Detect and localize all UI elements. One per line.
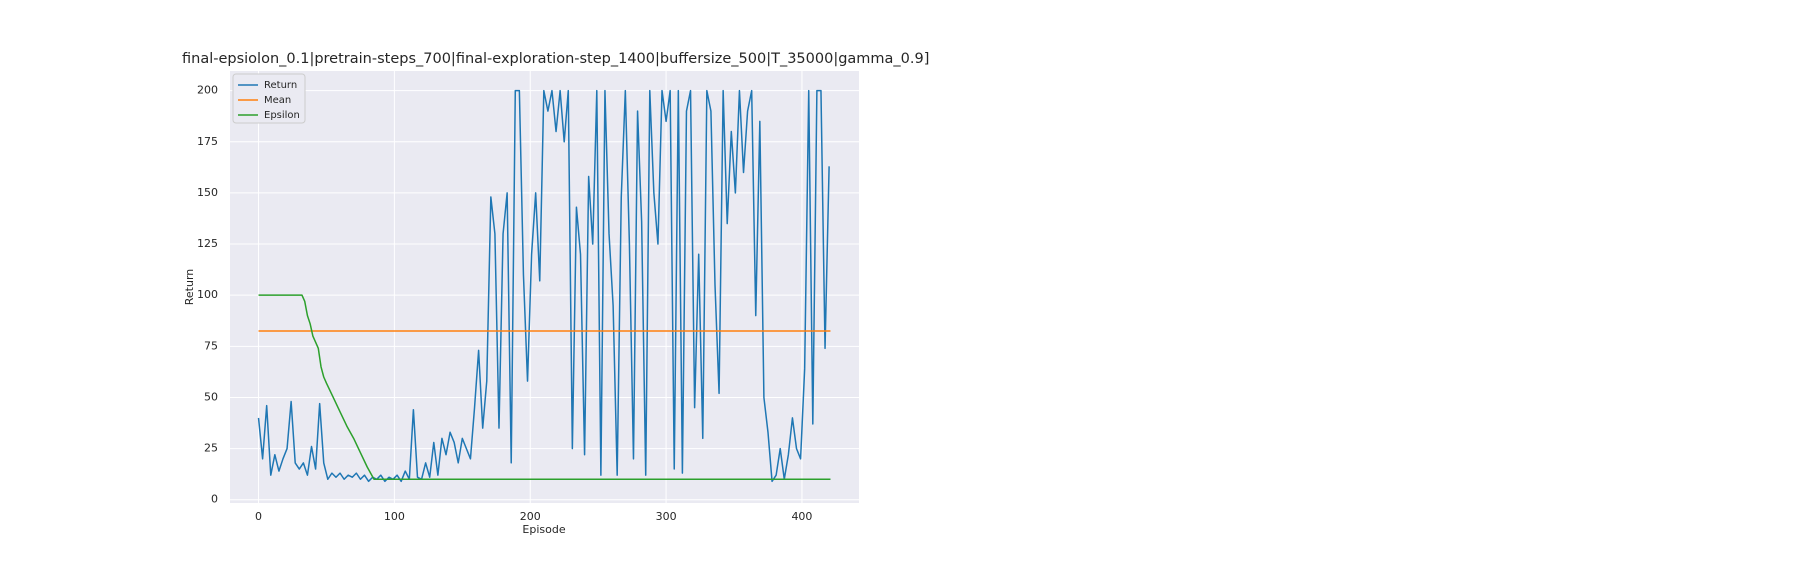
y-tick-label: 150 (197, 186, 218, 199)
y-tick-label: 75 (204, 339, 218, 352)
x-tick-label: 300 (656, 510, 677, 523)
series-line (257, 89, 830, 483)
y-tick-label: 25 (204, 442, 218, 455)
legend-label: Return (264, 80, 297, 91)
y-tick-label: 200 (197, 84, 218, 97)
y-tick-label: 175 (197, 135, 218, 148)
y-axis-label: Return (183, 269, 196, 306)
x-tick-label: 200 (520, 510, 541, 523)
series-line (258, 294, 831, 481)
x-tick-label: 400 (791, 510, 812, 523)
y-tick-label: 125 (197, 237, 218, 250)
x-tick-label: 100 (384, 510, 405, 523)
x-axis-label: Episode (522, 523, 565, 536)
x-tick-label: 0 (255, 510, 262, 523)
y-tick-label: 100 (197, 288, 218, 301)
plot-background (230, 71, 859, 503)
legend-box (232, 73, 306, 124)
legend-label: Epsilon (264, 110, 300, 121)
chart-title: final-epsiolon_0.1|pretrain-steps_700|fi… (182, 51, 929, 67)
y-tick-label: 50 (204, 390, 218, 403)
legend-label: Mean (264, 95, 291, 106)
y-tick-label: 0 (211, 493, 218, 506)
